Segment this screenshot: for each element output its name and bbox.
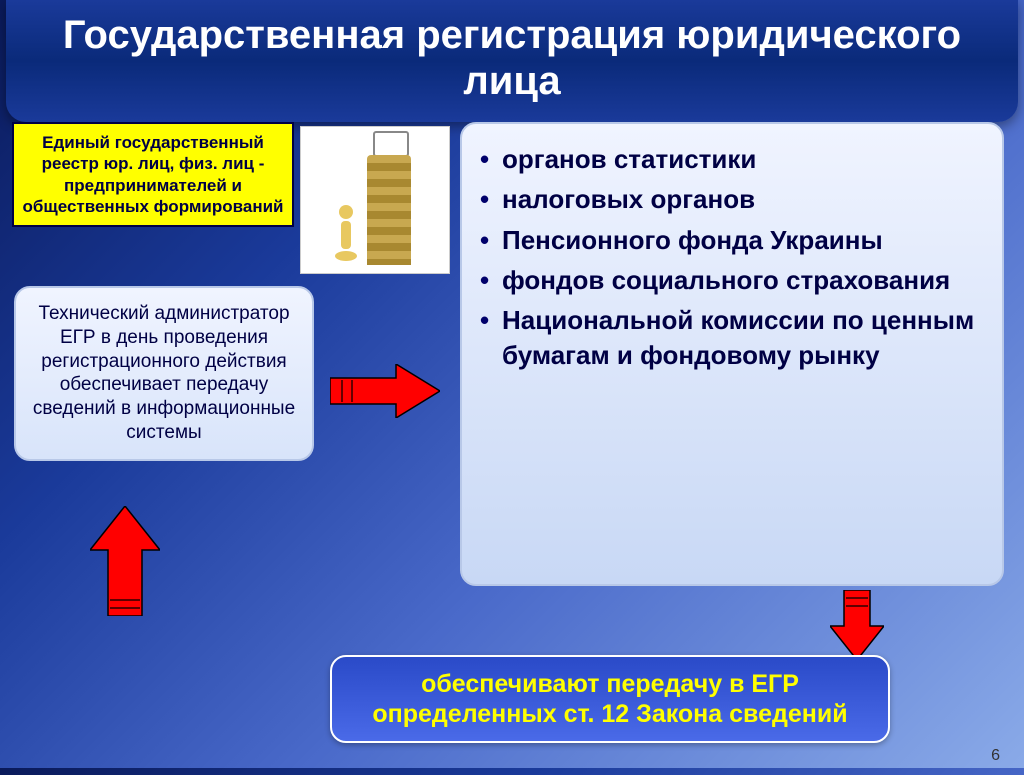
registry-label-box: Единый государственный реестр юр. лиц, ф…: [12, 122, 294, 227]
agencies-panel: органов статистики налоговых органов Пен…: [460, 122, 1004, 586]
list-item: органов статистики: [476, 142, 984, 176]
arrow-up-icon: [90, 506, 160, 616]
list-item: фондов социального страхования: [476, 263, 984, 297]
list-item: Национальной комиссии по ценным бумагам …: [476, 303, 984, 372]
arrow-right-icon: [330, 364, 440, 418]
slide-title: Государственная регистрация юридического…: [6, 0, 1018, 122]
list-item: Пенсионного фонда Украины: [476, 223, 984, 257]
page-number: 6: [991, 747, 1000, 765]
arrow-down-icon: [830, 590, 884, 660]
slide-content: Единый государственный реестр юр. лиц, ф…: [0, 122, 1024, 775]
illustration-box: [300, 126, 450, 274]
agencies-list: органов статистики налоговых органов Пен…: [476, 142, 984, 372]
list-item: налоговых органов: [476, 182, 984, 216]
administrator-panel: Технический администратор ЕГР в день про…: [14, 286, 314, 461]
transfer-panel: обеспечивают передачу в ЕГР определенных…: [330, 655, 890, 743]
building-illustration: [325, 135, 425, 265]
